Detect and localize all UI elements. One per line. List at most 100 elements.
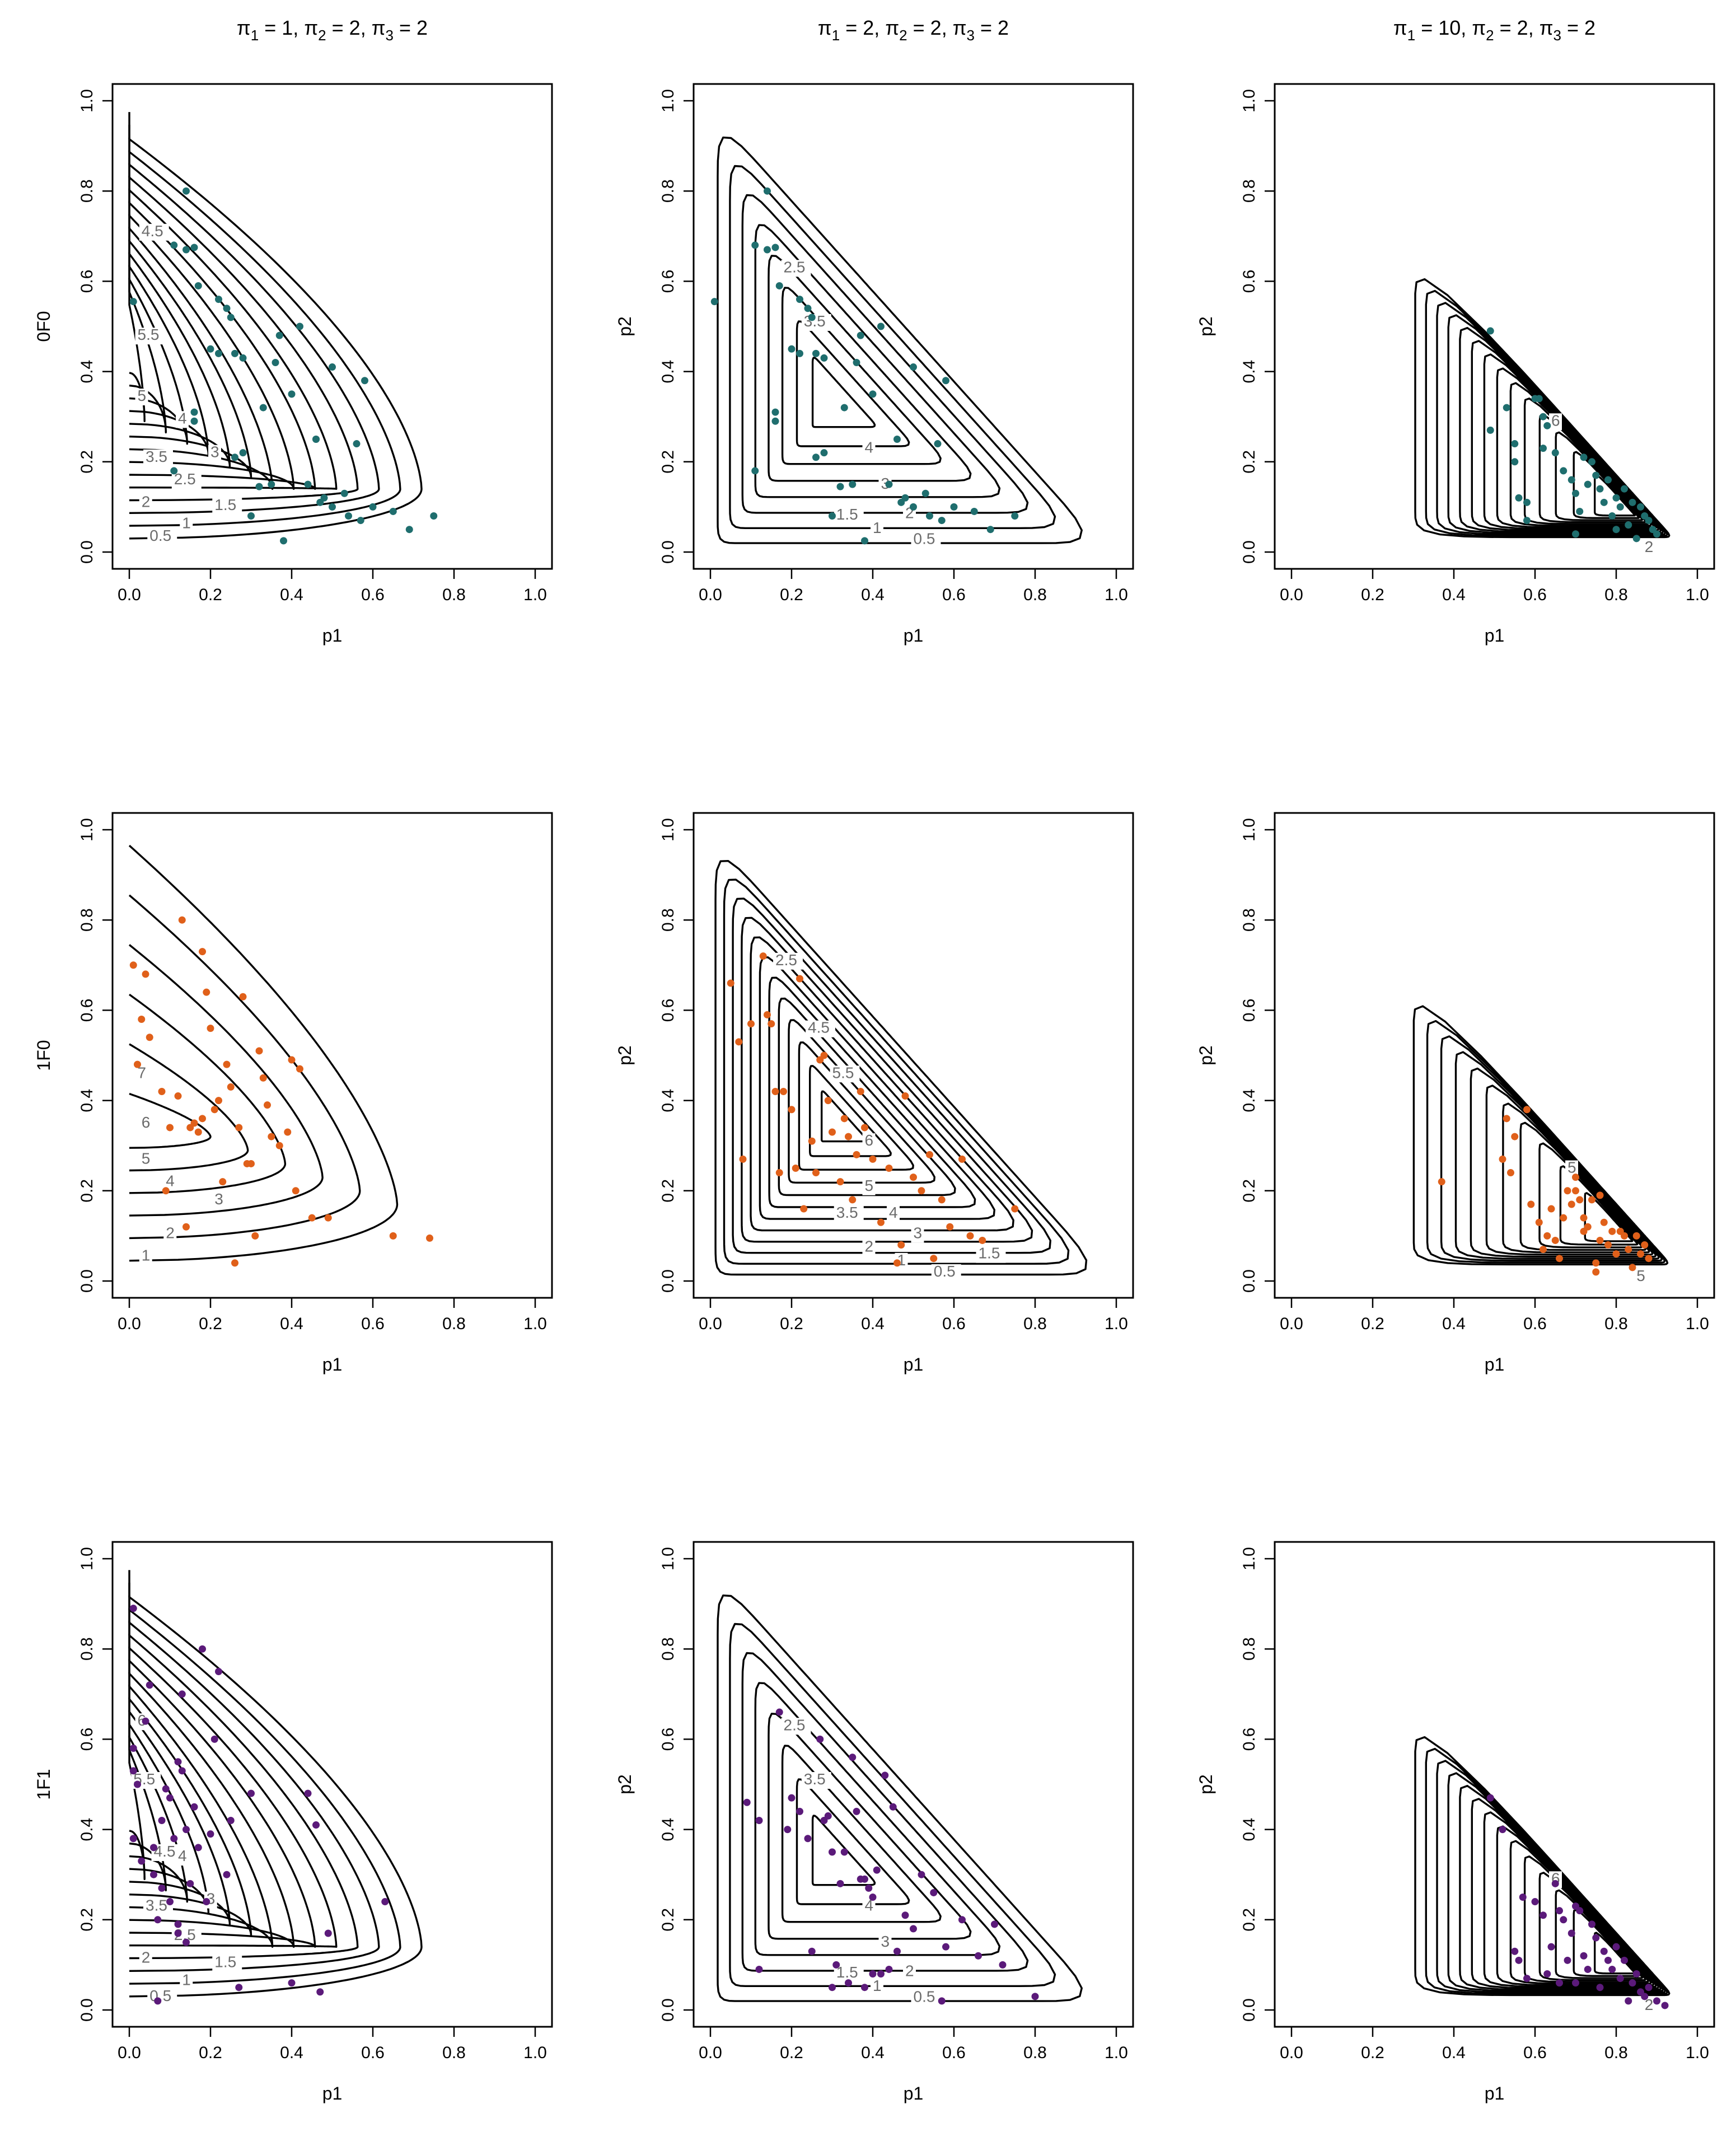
data-point [255,483,263,490]
contour-label-bg [135,1065,148,1083]
data-point [824,1812,832,1820]
data-point [991,1920,998,1928]
data-point [227,1816,235,1824]
contour-label: 4 [178,409,187,427]
contour-level [128,1736,146,1880]
data-point [1547,1943,1555,1951]
contour-level [129,993,287,1194]
data-point [1486,327,1494,335]
data-point [1031,1993,1039,2000]
contour-label-bg [135,388,148,405]
data-point [174,1758,182,1766]
data-point [304,1789,312,1797]
contour-label: 4 [865,1897,874,1914]
data-point [812,454,820,461]
y-tick-label: 0.0 [1240,1998,1258,2022]
data-point [227,314,235,321]
contour-label: 3 [214,1190,223,1208]
data-point [1507,1169,1514,1177]
data-point [1551,449,1559,457]
data-point [877,1218,885,1226]
contour-level [128,1710,188,1903]
data-point [1612,1943,1620,1951]
data-point [1540,1246,1547,1254]
data-point [1612,1250,1620,1258]
data-point [259,1074,267,1082]
data-points [727,952,1019,1267]
data-point [1592,1259,1600,1267]
data-point [1616,1975,1624,1983]
contour-level [723,878,1070,1265]
data-point [1596,485,1604,493]
contour-label: 6 [142,1114,151,1131]
data-point [1592,1934,1600,1942]
y-axis-title: p2 [615,316,635,336]
data-point [751,467,759,475]
data-point [1616,503,1624,511]
contour-level [741,194,1029,514]
data-point [1535,395,1543,403]
data-point [154,1916,162,1924]
data-point [857,331,864,339]
contour-label-bg [139,223,169,241]
data-point [820,1051,828,1059]
data-point [861,1875,868,1883]
contour-label: 3 [210,443,219,461]
data-point [901,1092,909,1100]
data-point [796,349,803,357]
data-point [154,1997,162,2005]
column-title-2: π1 = 2, π2 = 2, π3 = 2 [818,16,1009,44]
x-axis-title: p1 [904,625,924,646]
plot-frame [111,83,553,570]
data-point [893,1259,901,1267]
x-axis-title: p1 [322,1354,343,1375]
data-point [1621,1232,1628,1240]
data-point [183,1223,190,1231]
data-point [1604,1241,1612,1249]
contour-level [128,137,380,514]
data-point [1556,1255,1563,1263]
contour-label: 1.5 [214,1953,236,1970]
data-point [1540,445,1547,452]
contour-label: 1.5 [979,1245,1000,1262]
contour-level [1519,1121,1647,1251]
contour-label: 5.5 [138,326,160,343]
y-tick-label: 1.0 [1240,818,1258,842]
y-tick-label: 0.6 [78,270,96,293]
y-tick-label: 0.0 [1240,540,1258,564]
data-point [1551,1236,1559,1244]
data-point [893,1947,901,1955]
contour-label: 1 [873,519,882,536]
contour-label-bg [147,1988,177,2006]
data-point [796,975,803,983]
data-point [881,1771,889,1779]
data-point [1632,535,1640,543]
contour-level [1454,1051,1660,1260]
contour-label: 2 [142,1948,151,1966]
x-tick-label: 0.6 [1523,586,1547,604]
data-point [146,1681,153,1689]
contour-label: 4.5 [154,1843,176,1860]
x-tick-label: 0.0 [1280,1315,1303,1333]
contour-level [1573,1909,1640,1977]
data-point [215,1097,222,1105]
contour-label: 1 [873,1977,882,1994]
data-point [138,1857,146,1865]
contour-label: 2 [905,1962,914,1980]
data-point [1625,521,1632,529]
data-point [316,1988,324,1996]
contour-label: 3.5 [804,1770,826,1788]
data-point [1572,489,1579,497]
x-tick-label: 0.8 [442,2044,466,2062]
data-point [178,1767,186,1775]
data-point [1011,512,1019,520]
data-point [280,537,287,545]
data-point [129,1605,137,1612]
contour-label-bg [871,1979,883,1996]
data-point [829,1984,836,1992]
data-point [910,1925,917,1933]
contour-label: 3 [914,1224,923,1241]
plot-frame [692,1541,1134,2028]
data-point [296,1065,303,1073]
data-point [970,507,978,515]
